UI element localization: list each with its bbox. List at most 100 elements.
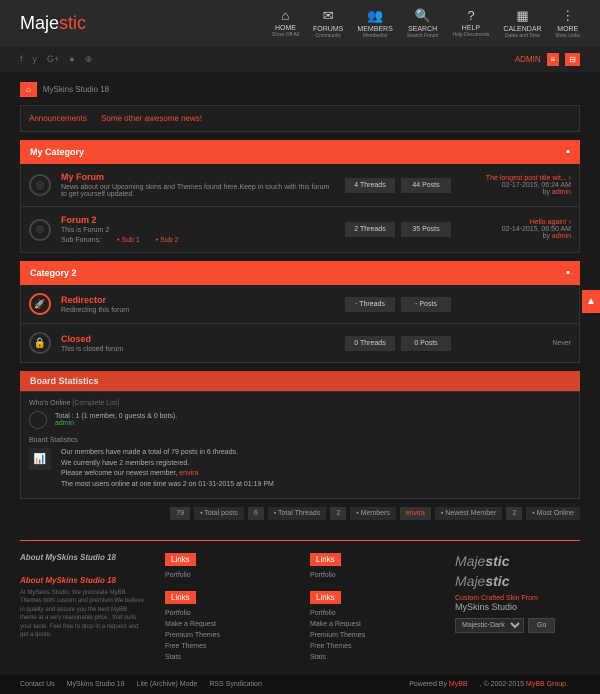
forum-desc: This is closed forum [61, 346, 335, 353]
online-user[interactable]: admin [55, 420, 177, 427]
custom-crafted-label: Custom Crafted Skin From [455, 595, 580, 602]
bottom-link[interactable]: Lite (Archive) Mode [137, 681, 198, 688]
forum-icon: 🚀 [29, 293, 51, 315]
footer-about-text: At MySkins Studio, We procreate MyBB The… [20, 589, 145, 639]
footer-logo: Majestic [455, 553, 580, 569]
lastpost-date: 02-14-2015, 06:50 AM [461, 226, 571, 233]
footer-link[interactable]: Make a Request [165, 619, 290, 630]
category-header: Category 2▪ [20, 261, 580, 285]
footer-link[interactable]: Free Themes [165, 641, 290, 652]
forum-row: 🚀RedirectorRedirecting this forum- Threa… [20, 285, 580, 324]
bottom-link[interactable]: MySkins Studio 18 [67, 681, 125, 688]
forum-row: 🔒ClosedThis is closed forum0 Threads0 Po… [20, 324, 580, 363]
board-statistics-header: Board Statistics [20, 371, 580, 391]
lastpost-title[interactable]: The longest post title wit... › [461, 175, 571, 182]
footer-link[interactable]: Portfolio [310, 570, 435, 581]
forum-title[interactable]: My Forum [61, 172, 335, 182]
board-stats-subheader: Board Statistics [29, 437, 571, 444]
admin-icon-1[interactable]: ≡ [547, 53, 560, 66]
footer-link[interactable]: Stats [310, 652, 435, 663]
footer-link[interactable]: Free Themes [310, 641, 435, 652]
footer-about-header: About MySkins Studio 18 [20, 553, 145, 562]
footer-about-header-2: About MySkins Studio 18 [20, 576, 145, 585]
thread-count: 2 Threads [345, 222, 395, 237]
whos-online-label: Who's Online [29, 400, 70, 407]
stat-number: 6 [248, 507, 264, 520]
facebook-icon[interactable]: f [20, 54, 23, 65]
forum-desc: Redirecting this forum [61, 307, 335, 314]
forum-row: ◎Forum 2This is Forum 2Sub Forums:• Sub … [20, 207, 580, 253]
side-arrow-button[interactable]: ▲ [582, 290, 600, 313]
breadcrumb-text[interactable]: MySkins Studio 18 [43, 85, 109, 94]
footer-link[interactable]: Premium Themes [165, 630, 290, 641]
lastpost-date: 02-17-2015, 06:24 AM [461, 182, 571, 189]
go-button[interactable]: Go [528, 618, 555, 633]
lastpost-title[interactable]: Hello again! › [461, 219, 571, 226]
footer-link[interactable]: Stats [165, 652, 290, 663]
admin-icon-2[interactable]: ⊟ [565, 53, 580, 66]
nav-search[interactable]: 🔍SEARCHSearch Forum [407, 8, 439, 39]
twitter-icon[interactable]: y [33, 54, 38, 65]
stat-number: 2 [330, 507, 346, 520]
forum-title[interactable]: Redirector [61, 295, 335, 305]
mybb-group-link[interactable]: MyBB Group. [526, 681, 568, 688]
stats-icon: 📊 [29, 448, 51, 470]
forum-row: ◎ My Forum News about our Upcoming skins a… [20, 164, 580, 207]
nav-more[interactable]: ⋮MOREMore Links [556, 8, 580, 39]
footer-link[interactable]: Portfolio [165, 608, 290, 619]
footer-links-header: Links [310, 591, 341, 604]
pinterest-icon[interactable]: ● [69, 54, 74, 65]
site-logo[interactable]: Majestic [20, 13, 86, 34]
complete-list-link[interactable]: [Complete List] [72, 400, 119, 407]
announcement-link[interactable]: Announcements [29, 114, 87, 123]
online-total: Total : 1 (1 member, 0 guests & 0 bots). [55, 413, 177, 420]
nav-home[interactable]: ⌂HOMEShow Off All [272, 8, 299, 39]
post-count: - Posts [401, 297, 451, 312]
stats-line: Our members have made a total of 79 post… [61, 448, 274, 459]
google-icon[interactable]: G+ [47, 54, 59, 65]
footer-link[interactable]: Premium Themes [310, 630, 435, 641]
theme-select[interactable]: Majestic-Dark [455, 618, 524, 633]
forum-desc: News about our Upcoming skins and Themes… [61, 184, 335, 198]
lastpost-date: Never [461, 340, 571, 347]
footer-links-header: Links [165, 591, 196, 604]
forum-desc: This is Forum 2 [61, 227, 335, 234]
nav-calendar[interactable]: ▦CALENDARDates and Time [503, 8, 541, 39]
footer-link[interactable]: Portfolio [310, 608, 435, 619]
stat-label: ▪ Total Threads [268, 507, 327, 520]
forum-icon: ◎ [29, 174, 51, 196]
stat-label: ▪ Newest Member [435, 507, 502, 520]
thread-count: 0 Threads [345, 336, 395, 351]
stats-line: The most users online at one time was 2 … [61, 480, 274, 491]
breadcrumb-home-icon[interactable]: ⌂ [20, 82, 37, 97]
stat-label: ▪ Total posts [194, 507, 244, 520]
footer-links-header: Links [310, 553, 341, 566]
footer-logo: Majestic [455, 573, 580, 589]
footer-link[interactable]: Make a Request [310, 619, 435, 630]
stat-number: 79 [170, 507, 190, 520]
nav-forums[interactable]: ✉FORUMSCommunity [313, 8, 343, 39]
lastpost-user[interactable]: admin [552, 189, 571, 196]
stat-label: ▪ Members [350, 507, 396, 520]
stat-number: envira [400, 507, 431, 520]
collapse-icon[interactable]: ▪ [566, 267, 570, 279]
post-count: 35 Posts [401, 222, 451, 237]
nav-members[interactable]: 👥MEMBERSMemberlist [357, 8, 392, 39]
dribbble-icon[interactable]: ⊕ [85, 54, 93, 65]
forum-icon: 🔒 [29, 332, 51, 354]
forum-icon: ◎ [29, 219, 51, 241]
bottom-link[interactable]: Contact Us [20, 681, 55, 688]
collapse-icon[interactable]: ▪ [566, 146, 570, 158]
category-header: My Category▪ [20, 140, 580, 164]
stat-label: ▪ Most Online [526, 507, 580, 520]
bottom-link[interactable]: RSS Syndication [209, 681, 262, 688]
announcement-link[interactable]: Some other awesome news! [101, 114, 202, 123]
forum-title[interactable]: Forum 2 [61, 215, 335, 225]
footer-link[interactable]: Portfolio [165, 570, 290, 581]
stats-line: Please welcome our newest member, envira [61, 469, 274, 480]
admin-link[interactable]: ADMIN [515, 55, 541, 64]
lastpost-user[interactable]: admin [552, 233, 571, 240]
forum-title[interactable]: Closed [61, 334, 335, 344]
nav-help[interactable]: ?HELPHelp Documents [452, 8, 489, 39]
mybb-link[interactable]: MyBB [449, 681, 468, 688]
